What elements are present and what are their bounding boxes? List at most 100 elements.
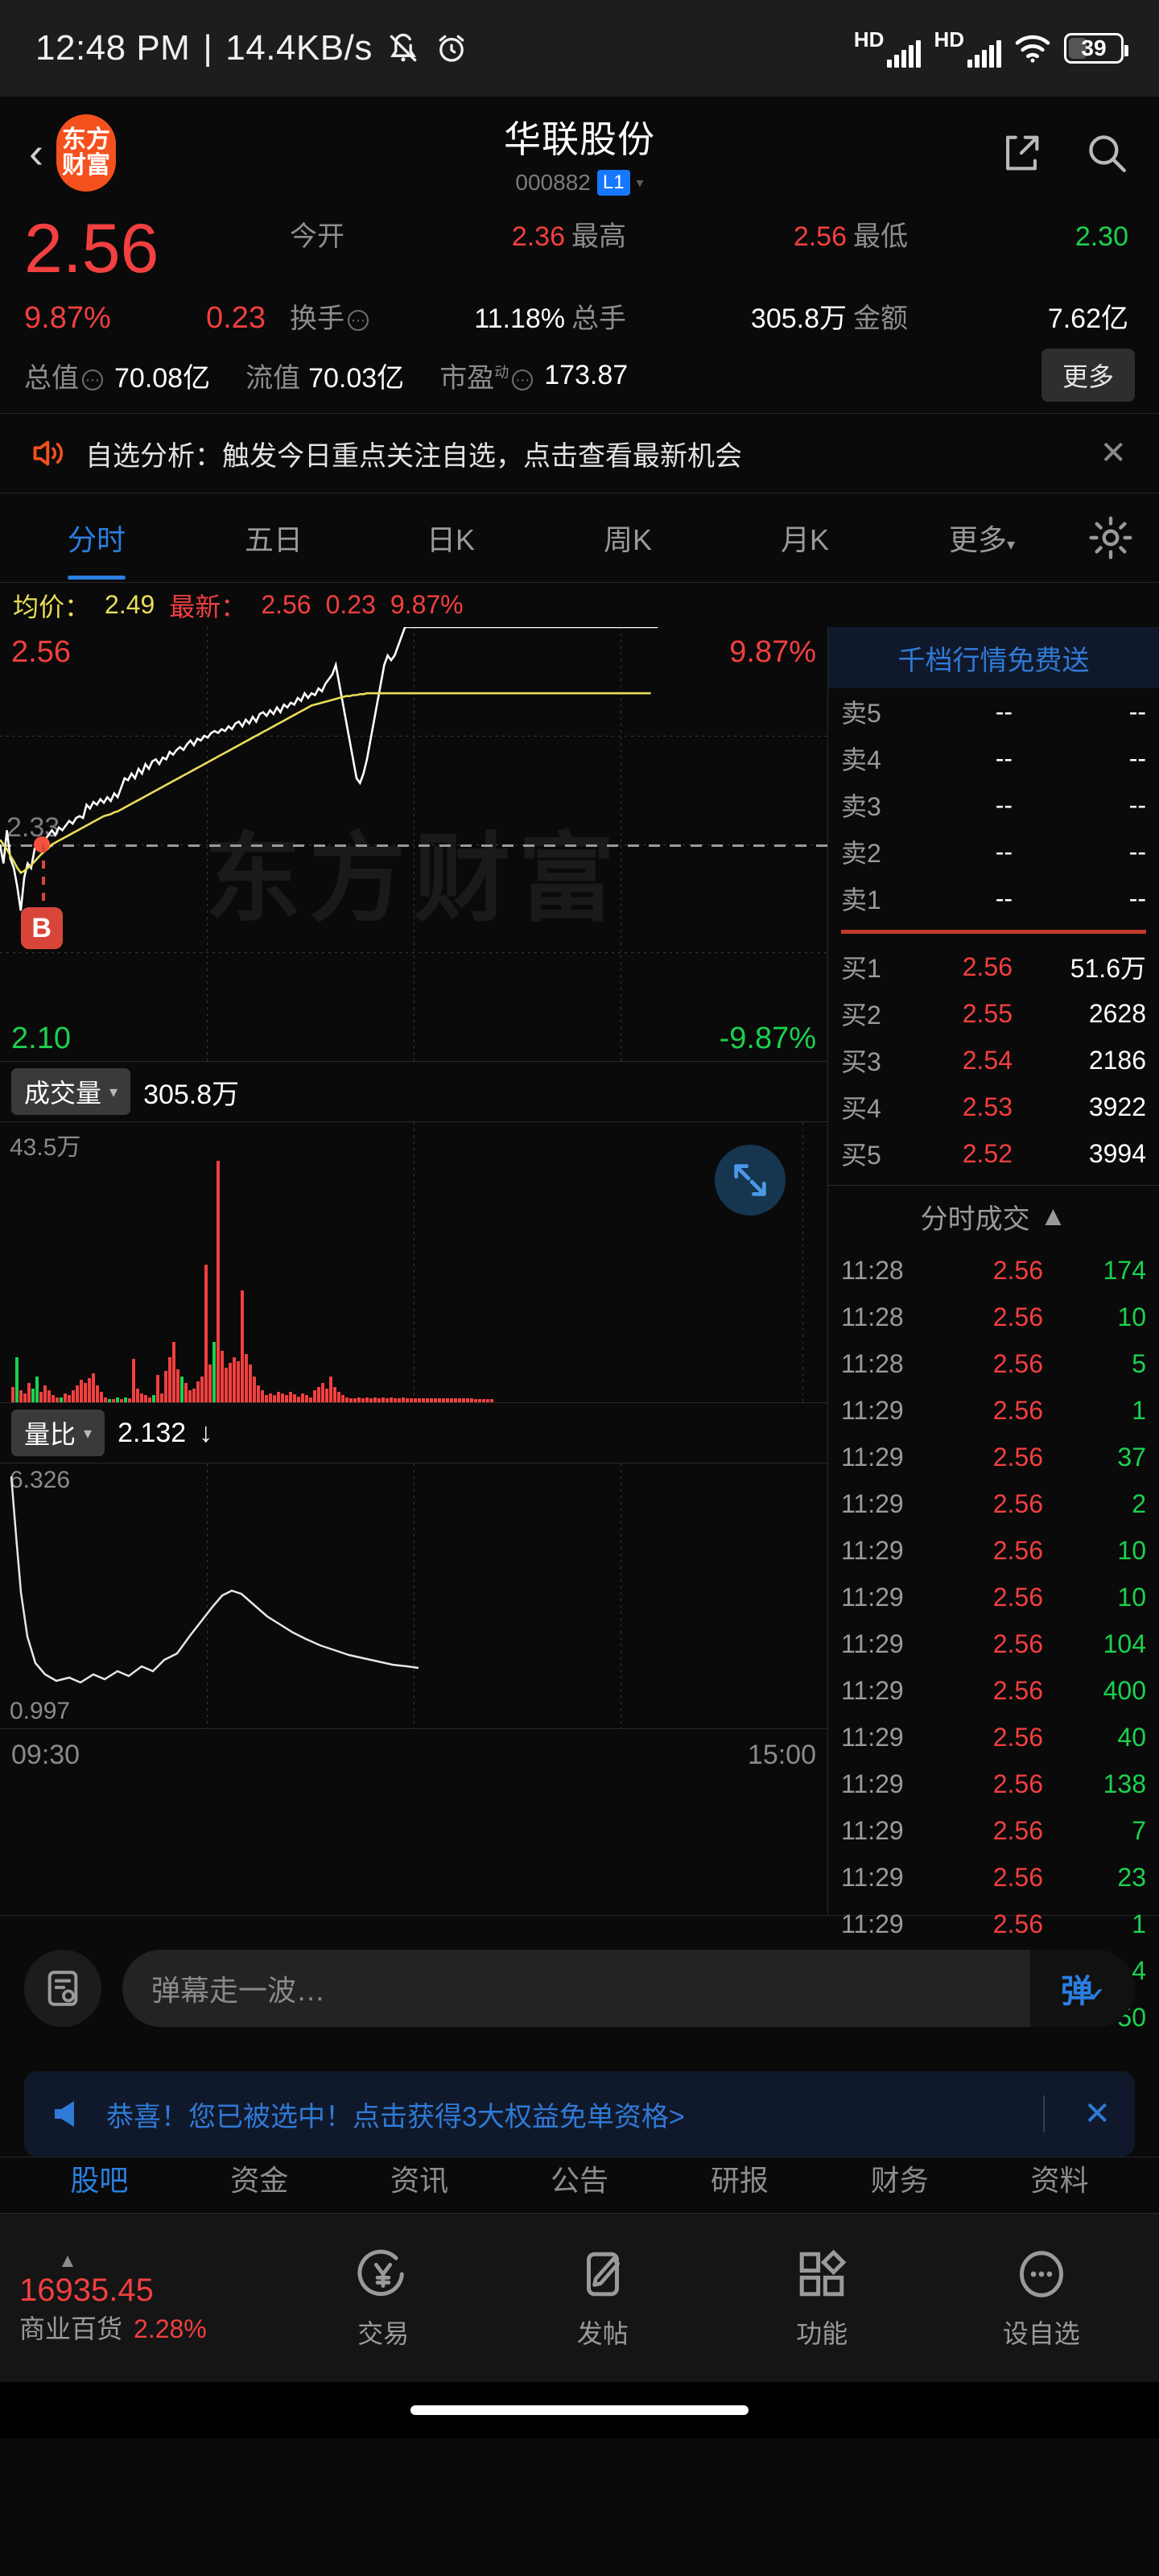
orderbook-price: -- [995,743,1013,773]
note-button[interactable] [24,1949,101,2027]
change-value: 0.23 [206,301,266,335]
sectab-zixun[interactable]: 资讯 [390,2164,449,2197]
volume-selector[interactable]: 成交量 ▾ [11,1068,131,1115]
status-bar-left: 12:48 PM | 14.4KB/s [35,28,469,68]
tick-time: 11:29 [841,1442,904,1472]
index-summary[interactable]: ▲ 16935.45 商业百货 2.28% [8,2250,274,2346]
open-value: 2.36 [511,221,565,252]
promo-banner[interactable]: 恭喜！您已被选中！点击获得3大权益免单资格> ✕ [24,2071,1135,2157]
orderbook-separator [841,930,1146,934]
nav-functions[interactable]: 功能 [712,2246,932,2351]
battery-level: 39 [1081,35,1107,60]
tab-wuri[interactable]: 五日 [244,523,303,556]
sectab-guba[interactable]: 股吧 [70,2164,129,2197]
orderbook-level: 买1 [841,954,881,983]
orderbook-level: 卖5 [841,699,881,728]
stat-open: 今开 2.36 [290,214,571,254]
intraday-price-chart[interactable]: 东方财富 2.33 B 2.56 9.87% 2.10 -9.87% [0,627,827,1062]
reference-price-label: 2.33 [6,812,60,843]
bottom-nav-bar: ▲ 16935.45 商业百货 2.28% 交易 发帖 [0,2213,1159,2382]
nav-add-watchlist[interactable]: 设自选 [932,2246,1152,2351]
volume-header: 成交量 ▾ 305.8万 [0,1062,827,1121]
orderbook-price: -- [995,836,1013,866]
tick-price: 2.56 [992,1909,1043,1938]
grid-icon [799,2249,847,2296]
info-icon[interactable]: ⋯ [512,369,534,390]
tick-time: 11:29 [841,1629,904,1658]
mktcap-label: 总值 ⋯ [24,356,106,395]
logo-line-2: 财富 [61,152,110,179]
expand-chart-button[interactable] [715,1145,786,1216]
last-percent: 9.87% [390,590,464,619]
tick-row: 11:29 2.56 1 [828,1387,1159,1434]
nav-post[interactable]: 发帖 [493,2246,713,2351]
tab-zhouk[interactable]: 周K [603,523,652,556]
notice-banner[interactable]: 自选分析：触发今日重点关注自选，点击查看最新机会 ✕ [0,413,1159,493]
lb-min-label: 0.997 [10,1698,71,1724]
tab-rik[interactable]: 日K [426,523,475,556]
sectab-caiwu[interactable]: 财务 [870,2164,929,2197]
tick-volume: 400 [1103,1675,1146,1705]
quote-row-cap: 总值 ⋯ 70.08亿 流值 70.03亿 市盈动 ⋯ 173.87 更多 [24,349,1135,402]
tick-list-header[interactable]: 分时成交 ▲ [828,1186,1159,1247]
barrage-send-button[interactable]: 弹 ✔ [1030,1949,1135,2027]
time-axis-start: 09:30 [11,1740,80,1770]
quote-row-change: 9.87% 0.23 换手 ⋯ 11.18% 总手 305.8万 金额 7.62亿 [24,296,1135,336]
info-icon[interactable]: ⋯ [82,369,103,390]
tick-row: 11:29 2.56 37 [828,1434,1159,1480]
volume-chart[interactable]: 43.5万 [0,1121,827,1403]
info-icon[interactable]: ⋯ [348,310,369,332]
chevron-down-icon[interactable]: ▾ [636,174,644,191]
battery-indicator: 39 [1064,33,1128,64]
orderbook-row: 卖2 -- -- [828,828,1159,875]
barrage-input[interactable]: 弹幕走一波… 弹 ✔ [122,1949,1135,2027]
chart-settings[interactable] [1070,513,1151,563]
tab-fenshi[interactable]: 分时 [8,517,185,559]
close-icon[interactable]: ✕ [1083,2096,1111,2132]
close-icon[interactable]: ✕ [1099,436,1127,471]
last-price: 2.56 [261,590,311,619]
search-icon[interactable] [1083,130,1130,176]
orderbook-promo[interactable]: 千档行情免费送 [828,627,1159,688]
gear-icon[interactable] [1086,513,1136,563]
avg-value: 2.49 [105,590,155,619]
quote-panel: 2.56 今开 2.36 最高 2.56 最低 2.30 9.87% 0.23 [0,209,1159,413]
floatcap-label: 流值 [245,362,301,394]
share-icon[interactable] [998,130,1045,176]
status-separator: | [203,28,213,68]
tick-volume: 2 [1132,1488,1146,1518]
sort-arrow-icon[interactable]: ▲ [1039,1200,1067,1232]
tick-volume: 10 [1117,1302,1146,1331]
tick-volume: 10 [1117,1582,1146,1612]
market-badge[interactable]: L1 [596,170,630,196]
back-chevron-icon[interactable]: ‹ [29,129,43,177]
tick-price: 2.56 [992,1675,1043,1705]
tab-yuek[interactable]: 月K [780,523,829,556]
hd-label-1: HD [853,27,885,52]
stock-name: 华联股份 [504,118,655,160]
orderbook-qty: 3994 [1088,1138,1146,1168]
tick-list-title: 分时成交 [920,1203,1030,1235]
barrage-bar: 弹幕走一波… 弹 ✔ [0,1915,1159,2060]
wifi-icon [1015,35,1050,63]
sectab-zijin[interactable]: 资金 [230,2164,289,2197]
lb-line-svg [10,1476,419,1684]
nav-post-label: 发帖 [576,2318,629,2348]
more-button[interactable]: 更多 [1041,349,1135,402]
sectab-yanbao[interactable]: 研报 [710,2164,769,2197]
orderbook-level: 卖1 [841,886,881,914]
tab-more[interactable]: 更多▾ [948,523,1016,556]
signal-2: HD [934,29,1001,68]
orderbook-qty: 2628 [1088,998,1146,1028]
note-icon [47,1970,78,2006]
app-logo[interactable]: 东方 财富 [56,114,116,192]
nav-trade[interactable]: 交易 [274,2246,493,2351]
orderbook-level: 买4 [841,1094,881,1123]
sectab-ziliao[interactable]: 资料 [1030,2164,1089,2197]
lb-chart[interactable]: 6.326 0.997 [0,1463,827,1728]
sectab-gonggao[interactable]: 公告 [551,2164,609,2197]
buy-marker[interactable]: B [20,907,63,949]
tick-time: 11:29 [841,1675,904,1705]
lb-selector[interactable]: 量比 ▾ [11,1410,105,1456]
